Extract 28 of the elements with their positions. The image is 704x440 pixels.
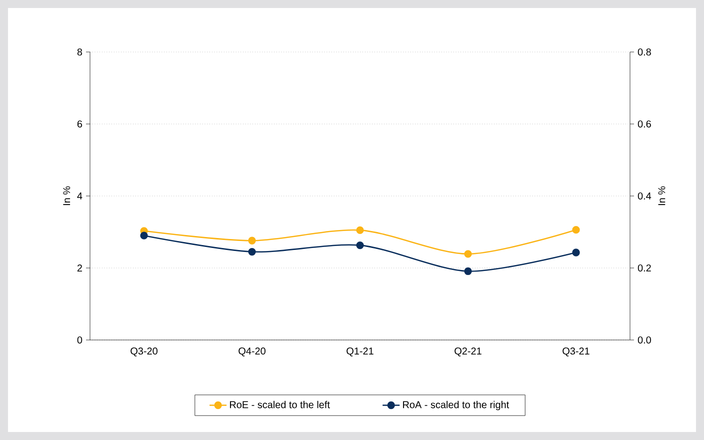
y-tick-label: 4 — [77, 192, 82, 200]
x-tick-label: Q3-20 — [130, 348, 158, 356]
y2-tick-label: 0.2 — [638, 264, 651, 272]
point — [248, 236, 256, 244]
legend-label: RoA - scaled to the right — [403, 400, 510, 410]
y-tick-label: 8 — [77, 48, 82, 56]
point — [572, 226, 580, 234]
point — [140, 232, 148, 240]
point — [356, 226, 364, 234]
y-tick-label: 2 — [77, 264, 82, 272]
y2-tick-label: 0.0 — [638, 336, 651, 344]
x-tick-label: Q3-21 — [562, 348, 590, 356]
x-tick-label: Q4-20 — [238, 348, 266, 356]
y-tick-label: 0 — [77, 336, 82, 344]
y2-tick-label: 0.6 — [638, 120, 651, 128]
x-tick-label: Q2-21 — [454, 348, 482, 356]
point — [572, 248, 580, 256]
point — [464, 250, 472, 258]
point — [464, 267, 472, 276]
y2-tick-label: 0.8 — [638, 48, 651, 56]
point — [356, 241, 364, 250]
legend-label: RoE - scaled to the left — [230, 400, 330, 408]
y2-tick-label: 0.4 — [638, 192, 652, 200]
x-tick-label: Q1-21 — [346, 348, 374, 356]
point — [248, 248, 256, 256]
y-axis-title: In % — [63, 186, 70, 206]
y2-axis-title: In % — [658, 186, 666, 206]
y-tick-label: 6 — [77, 120, 82, 128]
